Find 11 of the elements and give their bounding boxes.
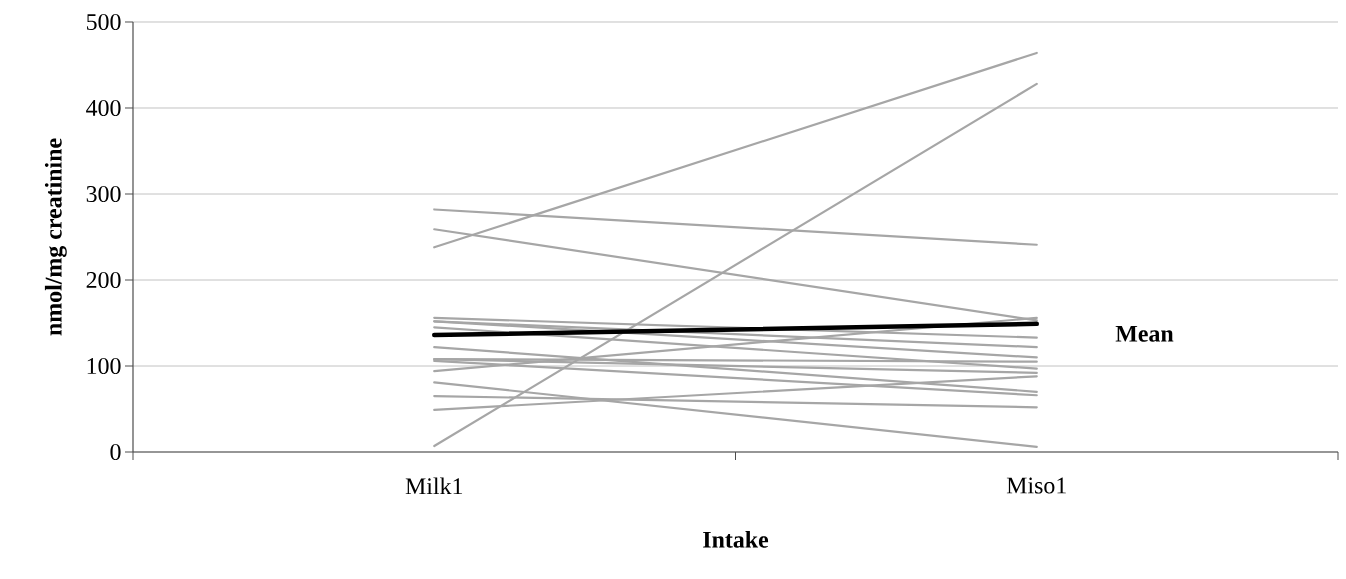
x-tick-label: Miso1 — [1006, 477, 1066, 494]
y-tick-label: 100 — [87, 357, 121, 375]
y-tick-label: 200 — [86, 271, 121, 289]
y-tick-label: 0 — [110, 443, 121, 461]
y-tick-label: 500 — [87, 13, 121, 31]
y-tick-label: 300 — [86, 185, 121, 203]
y-axis-title: nmol/mg creatinine — [44, 138, 67, 336]
y-tick-label: 400 — [86, 99, 121, 117]
text: Mean — [1115, 325, 1174, 342]
x-tick-label: Milk1 — [405, 477, 463, 495]
x-axis-title: Intake — [703, 530, 769, 548]
